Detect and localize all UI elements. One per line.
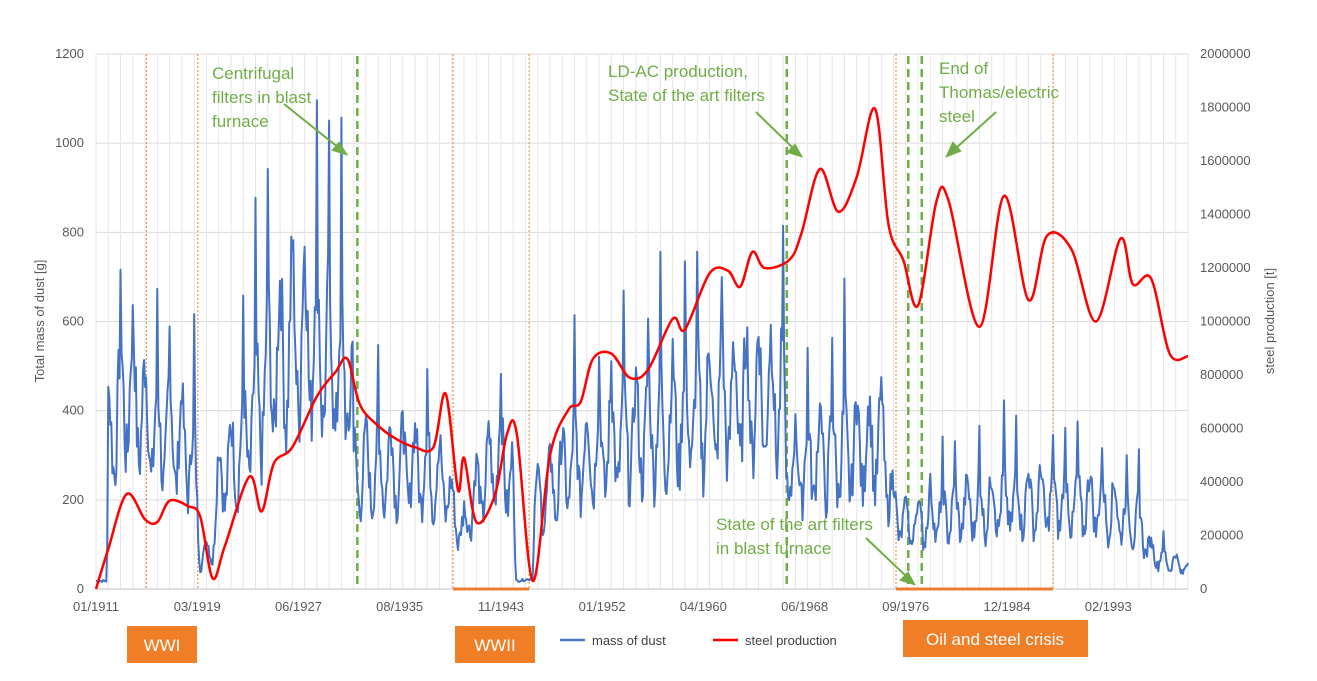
right-tick-label: 600000 (1200, 421, 1243, 436)
annotation-line: State of the art filters (608, 86, 765, 105)
right-tick-label: 800000 (1200, 367, 1243, 382)
x-tick-label: 11/1943 (478, 599, 524, 614)
annotation-arrowhead (899, 571, 917, 586)
right-tick-label: 400000 (1200, 474, 1243, 489)
x-axis-ticks: 01/1911 03/1919 06/1927 08/1935 11/1943 01/19… (73, 599, 1132, 614)
left-tick-label: 400 (62, 403, 84, 418)
left-tick-label: 600 (62, 314, 84, 329)
left-tick-label: 0 (77, 581, 84, 596)
right-tick-label: 0 (1200, 581, 1207, 596)
x-tick-label: 09/1976 (882, 599, 929, 614)
left-axis-ticks: 0 200 400 600 800 1000 1200 (55, 46, 84, 596)
badge-wwi: WWI (127, 626, 197, 663)
x-tick-label: 03/1919 (174, 599, 221, 614)
legend-label-dust: mass of dust (592, 633, 666, 648)
badge-oil-crisis: Oil and steel crisis (903, 620, 1088, 657)
annotation-line: LD-AC production, (608, 62, 748, 81)
annotation-arrow (283, 103, 340, 149)
legend-label-steel: steel production (745, 633, 837, 648)
annotation-line: Centrifugal (212, 64, 294, 83)
annotation-arrow (954, 111, 997, 150)
badge-wwii: WWII (455, 626, 535, 663)
annotation-arrowhead (786, 143, 804, 158)
badge-wwi-box (127, 626, 197, 663)
annotation-centrifugal: Centrifugal filters in blast furnace (212, 64, 311, 131)
x-tick-label: 06/1968 (781, 599, 828, 614)
annotation-line: End of (939, 59, 988, 78)
badge-wwii-label: WWII (474, 636, 516, 655)
x-tick-label: 04/1960 (680, 599, 727, 614)
right-tick-label: 1200000 (1200, 260, 1251, 275)
annotation-arrowhead (945, 141, 962, 158)
annotation-ld-ac: LD-AC production, State of the art filte… (608, 62, 765, 105)
right-tick-label: 1000000 (1200, 314, 1251, 329)
badge-wwi-label: WWI (144, 636, 181, 655)
badge-oil-crisis-label: Oil and steel crisis (926, 630, 1064, 649)
series-steel-production (94, 107, 1189, 590)
annotation-end-thomas: End of Thomas/electric steel (939, 59, 1059, 126)
annotation-blast-furnace: State of the art filters in blast furnac… (716, 515, 873, 558)
annotation-arrow (865, 537, 909, 579)
plot-area (94, 99, 1189, 590)
right-tick-label: 1400000 (1200, 207, 1251, 222)
left-tick-label: 1200 (55, 46, 84, 61)
right-axis-title: steel production [t] (1262, 268, 1277, 374)
annotation-line: Thomas/electric (939, 83, 1059, 102)
annotation-line: State of the art filters (716, 515, 873, 534)
x-tick-label: 02/1993 (1085, 599, 1132, 614)
annotation-line: furnace (212, 112, 269, 131)
x-tick-label: 01/1911 (73, 599, 119, 614)
right-tick-label: 200000 (1200, 528, 1243, 543)
left-axis-title: Total mass of dust [g] (32, 260, 47, 383)
x-tick-label: 08/1935 (376, 599, 423, 614)
left-tick-label: 800 (62, 224, 84, 239)
right-axis-ticks: 0 200000 400000 600000 800000 1000000 1200000 1… (1200, 46, 1251, 596)
left-tick-label: 1000 (55, 135, 84, 150)
badge-oil-crisis-box (903, 620, 1088, 657)
right-tick-label: 1800000 (1200, 100, 1251, 115)
badge-wwii-box (455, 626, 535, 663)
annotation-arrowhead (331, 141, 349, 156)
x-tick-label: 06/1927 (275, 599, 322, 614)
x-tick-label: 01/1952 (579, 599, 626, 614)
right-tick-label: 2000000 (1200, 46, 1251, 61)
annotation-arrow (755, 111, 796, 151)
legend: mass of dust steel production (560, 633, 837, 648)
annotation-line: filters in blast (212, 88, 311, 107)
annotation-line: steel (939, 107, 975, 126)
x-tick-label: 12/1984 (984, 599, 1031, 614)
annotation-line: in blast furnace (716, 539, 831, 558)
series-mass-of-dust (95, 99, 1189, 584)
left-tick-label: 200 (62, 492, 84, 507)
right-tick-label: 1600000 (1200, 153, 1251, 168)
